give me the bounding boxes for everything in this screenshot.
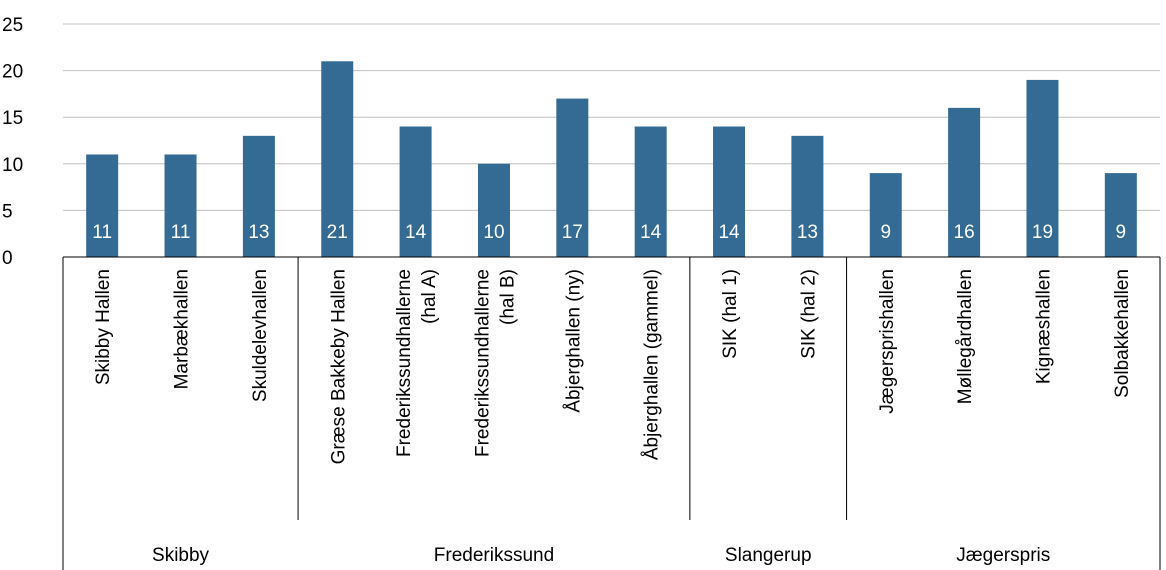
data-label: 9 xyxy=(1116,222,1127,243)
data-label: 9 xyxy=(880,222,891,243)
category-label-line: Møllegårdhallen xyxy=(955,269,976,404)
category-label: Frederikssundhallerne (hal B) xyxy=(472,269,518,457)
category-label-line: SIK (hal 1) xyxy=(720,269,741,359)
category-label: Kignæshallen xyxy=(1033,269,1054,384)
data-label: 10 xyxy=(483,222,504,243)
category-label-line: Skuldelevhallen xyxy=(250,269,271,402)
bar xyxy=(477,163,510,257)
category-label-line: Kignæshallen xyxy=(1033,269,1054,384)
category-label: SIK (hal 2) xyxy=(798,269,819,359)
group-label: Skibby xyxy=(152,545,210,566)
bar xyxy=(869,173,902,257)
data-label: 14 xyxy=(640,222,662,243)
category-label-line: Frederikssundhallerne xyxy=(394,269,415,457)
category-label: Jægersprishallen xyxy=(877,269,898,414)
axes: 0 5 10 15 20 25 Skibby Hallen Marbækhallen Skuld… xyxy=(2,15,1161,570)
category-label: Skibby Hallen xyxy=(93,269,114,385)
bar xyxy=(713,126,746,258)
data-label: 13 xyxy=(797,222,818,243)
category-label-line: Græse Bakkeby Hallen xyxy=(328,269,349,464)
category-label: Skuldelevhallen xyxy=(250,269,271,402)
bar xyxy=(242,135,275,257)
category-label: Græse Bakkeby Hallen xyxy=(328,269,349,464)
bar xyxy=(1026,79,1059,257)
category-label-line: SIK (hal 2) xyxy=(798,269,819,359)
group-label: Slangerup xyxy=(725,545,812,566)
group-label: Jægerspris xyxy=(956,545,1050,566)
data-label: 14 xyxy=(718,222,740,243)
bar xyxy=(556,98,589,257)
category-label: Solbakkehallen xyxy=(1112,269,1133,398)
data-label: 14 xyxy=(405,222,427,243)
category-label-line: (hal A) xyxy=(419,269,440,324)
data-label: 13 xyxy=(248,222,269,243)
category-label: Møllegårdhallen xyxy=(955,269,976,404)
bar xyxy=(791,135,824,257)
data-label: 11 xyxy=(171,222,191,243)
data-labels: 11 11 13 21 14 10 17 14 14 13 9 16 19 9 xyxy=(92,222,1126,243)
bar xyxy=(321,61,354,257)
y-tick-label: 15 xyxy=(2,108,23,129)
category-label-line: Marbækhallen xyxy=(172,269,193,389)
category-label-line: Jægersprishallen xyxy=(877,269,898,414)
group-label: Frederikssund xyxy=(434,545,554,566)
y-tick-label: 5 xyxy=(2,201,13,222)
category-label-line: Åbjerghallen (gammel) xyxy=(642,269,663,460)
bar xyxy=(634,126,667,258)
category-label-line: Solbakkehallen xyxy=(1112,269,1133,398)
y-tick-label: 25 xyxy=(2,15,23,36)
category-label-line: (hal B) xyxy=(497,269,518,325)
y-tick-label: 20 xyxy=(2,62,23,83)
category-label-line: Frederikssundhallerne xyxy=(472,269,493,457)
category-label: Frederikssundhallerne (hal A) xyxy=(394,269,440,457)
data-label: 17 xyxy=(562,222,583,243)
bar xyxy=(164,154,197,257)
category-label-line: Skibby Hallen xyxy=(93,269,114,385)
category-label: Marbækhallen xyxy=(172,269,193,389)
data-label: 19 xyxy=(1032,222,1053,243)
bar xyxy=(399,126,432,258)
bar xyxy=(86,154,119,257)
bars xyxy=(86,61,1137,258)
data-label: 21 xyxy=(327,222,348,243)
data-label: 11 xyxy=(92,222,112,243)
category-label: SIK (hal 1) xyxy=(720,269,741,359)
y-tick-label: 0 xyxy=(2,248,13,269)
bar xyxy=(1104,173,1137,257)
bar xyxy=(948,107,981,257)
category-label-line: Åbjerghallen (ny) xyxy=(563,269,584,413)
category-label: Åbjerghallen (ny) xyxy=(563,269,584,413)
gridlines xyxy=(63,23,1160,211)
category-label: Åbjerghallen (gammel) xyxy=(642,269,663,460)
data-label: 16 xyxy=(954,222,975,243)
y-tick-label: 10 xyxy=(2,155,23,176)
